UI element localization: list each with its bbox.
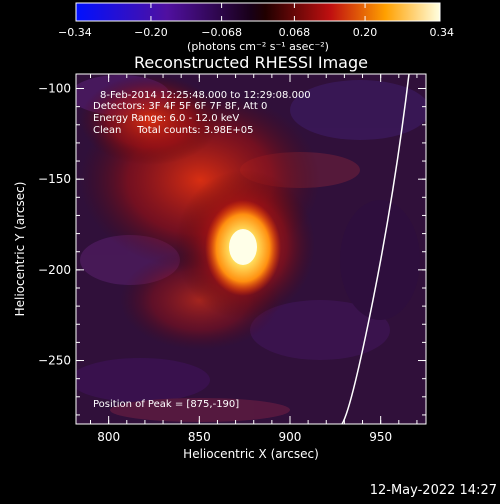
y-axis-label: Heliocentric Y (arcsec)	[13, 182, 27, 317]
y-tick-label: −100	[38, 82, 71, 96]
x-tick-label: 950	[369, 430, 392, 444]
peak-position-label: Position of Peak = [875,-190]	[93, 399, 239, 410]
colorbar-tick-label: 0.20	[353, 26, 378, 39]
colorbar-unit-label: (photons cm⁻² s⁻¹ asec⁻²)	[187, 40, 329, 53]
colorbar-tick-label: −0.34	[58, 26, 92, 39]
colorbar	[75, 2, 441, 22]
annotation-clean: Clean Total counts: 3.98E+05	[93, 125, 253, 136]
solar-limb	[341, 74, 410, 424]
x-axis-label: Heliocentric X (arcsec)	[183, 447, 319, 461]
colorbar-tick-label: −0.068	[201, 26, 242, 39]
x-tick-label: 900	[279, 430, 302, 444]
y-tick-label: −250	[38, 354, 71, 368]
annotation-energy: Energy Range: 6.0 - 12.0 keV	[93, 113, 239, 124]
x-tick-label: 800	[97, 430, 120, 444]
footer-date: 12-May-2022 14:27	[369, 483, 497, 498]
y-tick-label: −200	[38, 263, 71, 277]
plot-frame	[75, 73, 427, 425]
axis-ticks: 800 850 900 950 −100 −150 −200 −250	[38, 74, 426, 444]
x-tick-label: 850	[188, 430, 211, 444]
colorbar-tick-label: 0.34	[430, 26, 455, 39]
colorbar-ticks: −0.34 −0.20 −0.068 0.068 0.20 0.34	[58, 3, 454, 39]
colorbar-tick-label: 0.068	[279, 26, 311, 39]
colorbar-tick-label: −0.20	[134, 26, 168, 39]
annotation-detectors: Detectors: 3F 4F 5F 6F 7F 8F, Att 0	[93, 101, 267, 112]
annotation-time: 8-Feb-2014 12:25:48.000 to 12:29:08.000	[100, 90, 311, 101]
chart-title: Reconstructed RHESSI Image	[134, 53, 368, 72]
heatmap-image	[76, 74, 426, 424]
y-tick-label: −150	[38, 172, 71, 186]
